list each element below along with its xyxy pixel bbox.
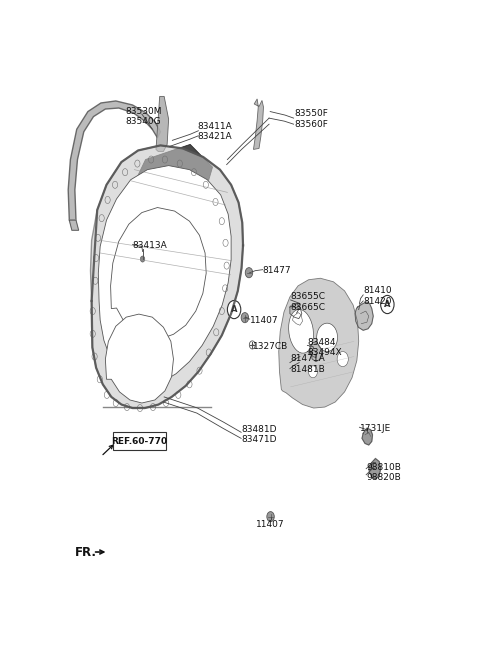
Text: REF.60-770: REF.60-770 (111, 437, 168, 446)
Text: 83481D
83471D: 83481D 83471D (241, 424, 276, 444)
Circle shape (381, 295, 394, 314)
Circle shape (241, 313, 249, 323)
Text: 81477: 81477 (263, 266, 291, 275)
Polygon shape (68, 101, 160, 220)
Polygon shape (290, 304, 302, 319)
Text: 98810B
98820B: 98810B 98820B (366, 463, 401, 482)
Polygon shape (253, 99, 264, 150)
Circle shape (309, 365, 317, 378)
Polygon shape (292, 313, 302, 325)
Text: 83530M
83540G: 83530M 83540G (125, 107, 162, 127)
Polygon shape (110, 207, 206, 339)
Polygon shape (362, 428, 372, 445)
Ellipse shape (288, 310, 313, 353)
Text: 83484
83494X: 83484 83494X (307, 338, 342, 357)
Text: 83550F
83560F: 83550F 83560F (294, 110, 328, 129)
Text: 1731JE: 1731JE (360, 424, 391, 433)
Text: 81410
81420: 81410 81420 (363, 286, 392, 306)
Text: FR.: FR. (75, 546, 97, 558)
Text: A: A (384, 300, 391, 309)
Circle shape (317, 323, 337, 352)
FancyBboxPatch shape (113, 432, 167, 451)
Circle shape (267, 512, 274, 522)
Polygon shape (114, 144, 213, 236)
Polygon shape (310, 342, 322, 361)
Text: 83411A
83421A: 83411A 83421A (198, 122, 232, 142)
Circle shape (228, 300, 241, 319)
Polygon shape (98, 165, 231, 386)
Polygon shape (91, 146, 243, 408)
Polygon shape (279, 278, 359, 408)
Polygon shape (156, 96, 168, 152)
Circle shape (245, 268, 252, 277)
Text: 83655C
83665C: 83655C 83665C (290, 293, 325, 312)
Text: 81471A
81481B: 81471A 81481B (290, 354, 324, 374)
Text: 11407: 11407 (250, 316, 278, 325)
Circle shape (337, 352, 348, 367)
Text: 1327CB: 1327CB (253, 342, 288, 351)
Text: 83413A: 83413A (132, 241, 168, 250)
Polygon shape (369, 459, 381, 479)
Circle shape (140, 256, 145, 262)
Text: 11407: 11407 (256, 520, 285, 529)
Polygon shape (106, 314, 173, 403)
Polygon shape (355, 302, 373, 330)
Text: A: A (231, 305, 237, 314)
Polygon shape (69, 220, 79, 230)
